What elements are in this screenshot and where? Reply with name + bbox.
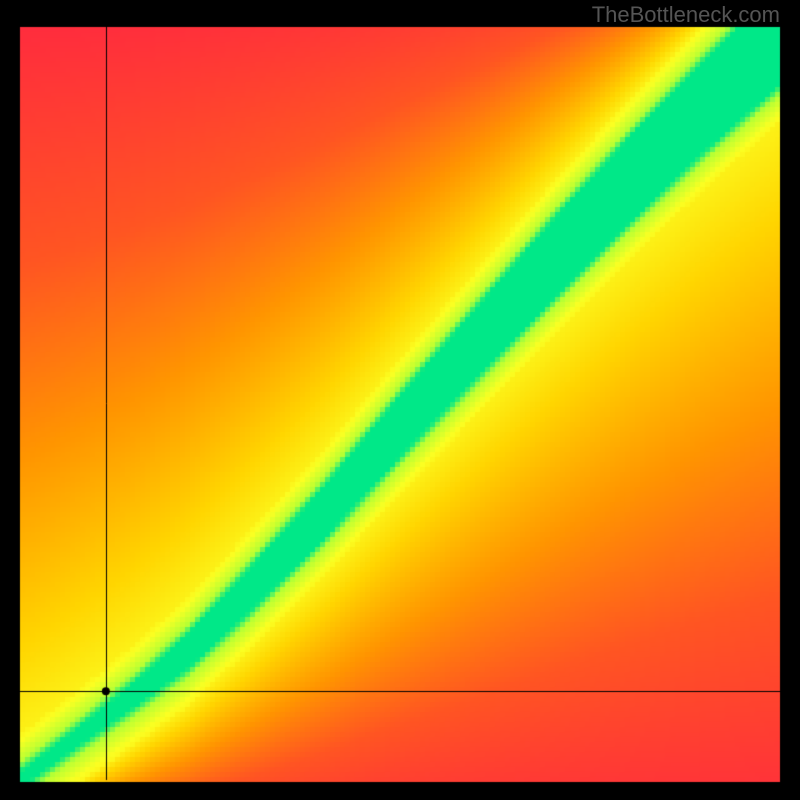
heatmap-canvas (0, 0, 800, 800)
watermark-text: TheBottleneck.com (592, 2, 780, 28)
